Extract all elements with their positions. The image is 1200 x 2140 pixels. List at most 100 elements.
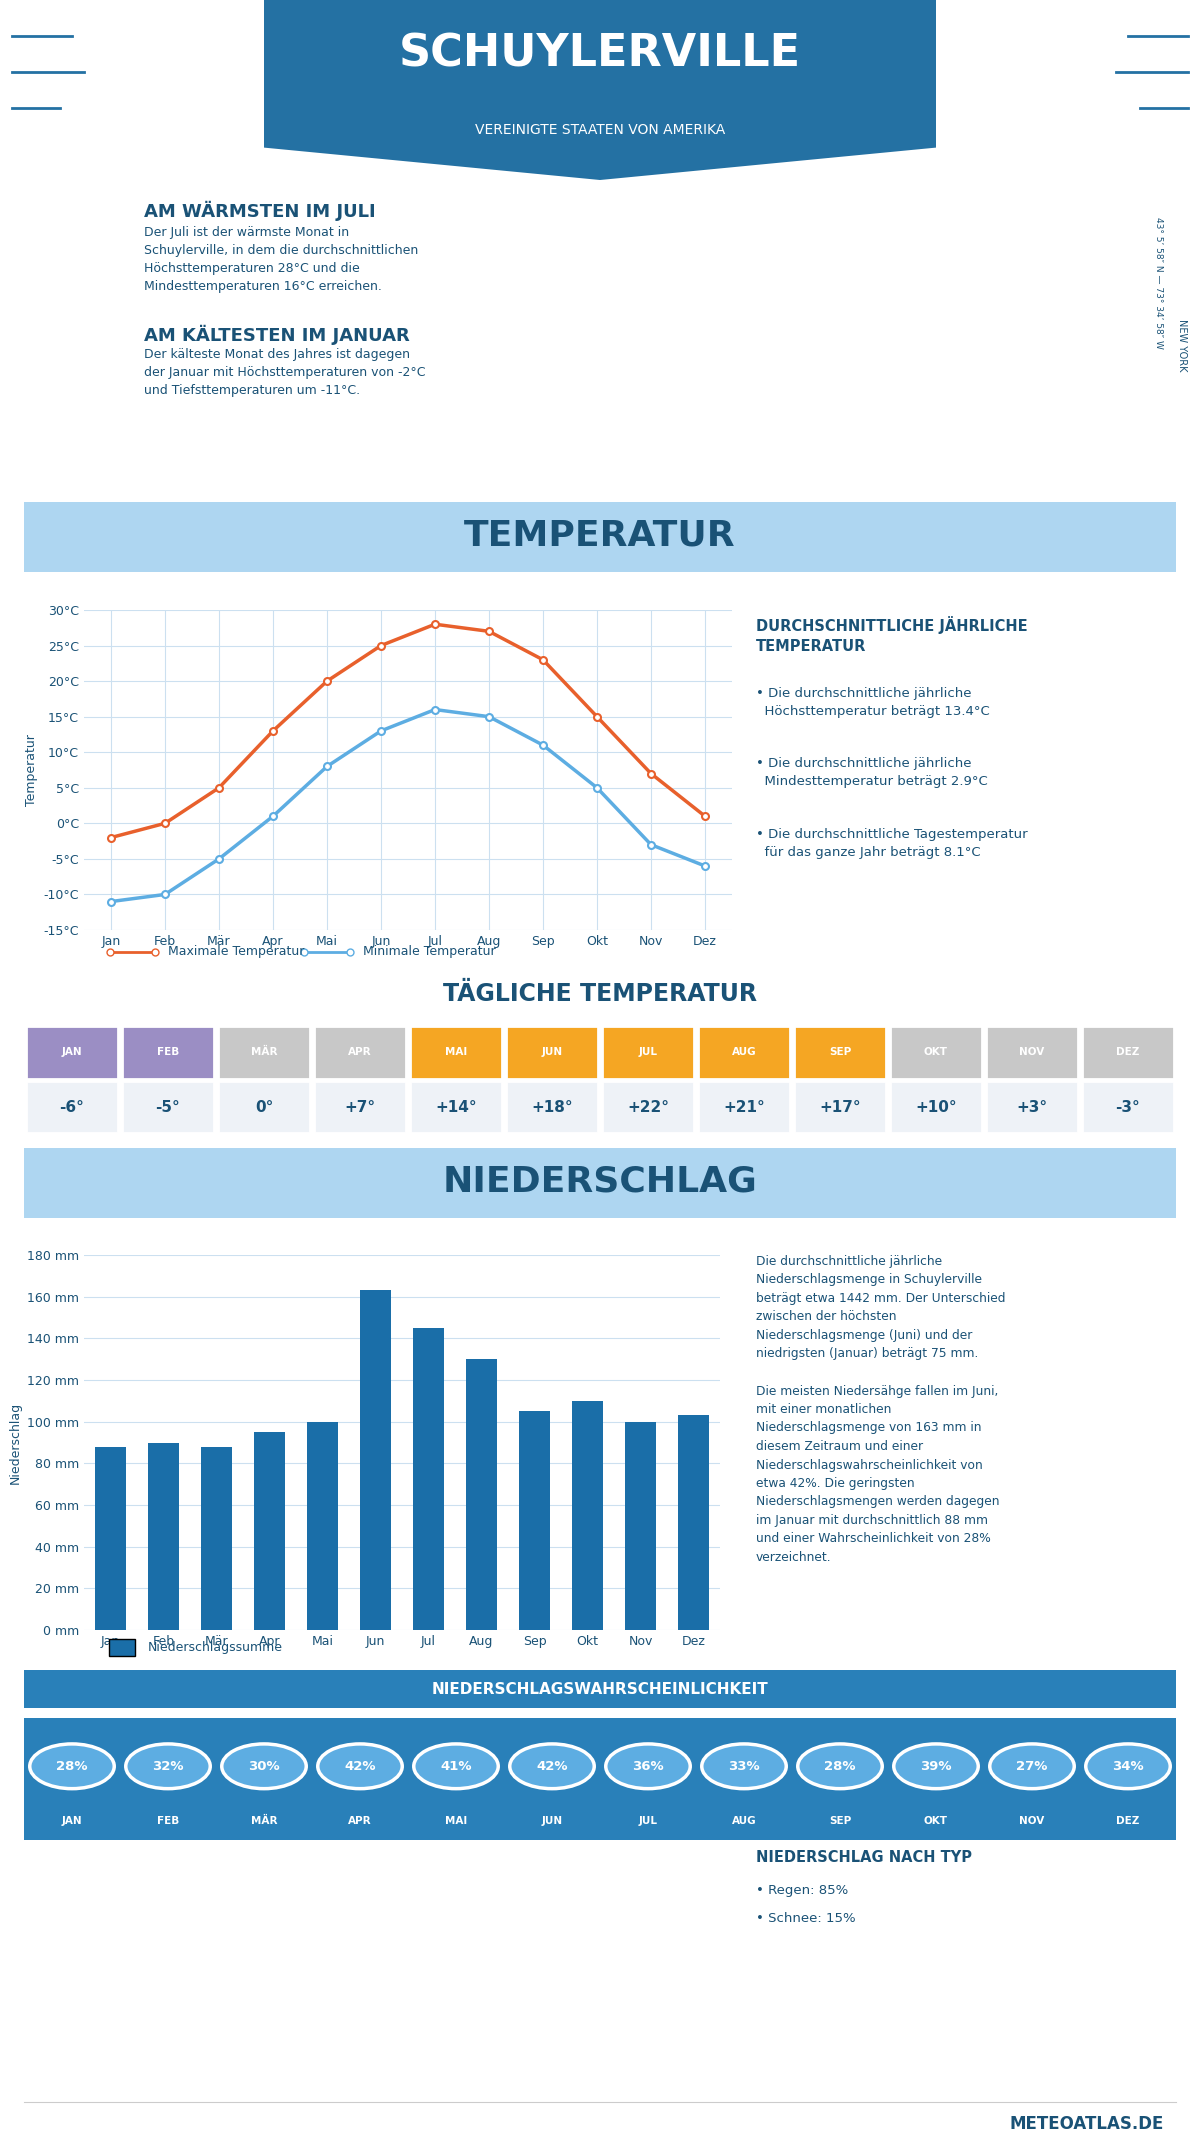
Text: SEP: SEP: [829, 1815, 851, 1825]
Text: SCHUYLERVILLE: SCHUYLERVILLE: [398, 32, 802, 75]
Bar: [466, 1359, 498, 1631]
Text: • Die durchschnittliche jährliche
  Mindesttemperatur beträgt 2.9°C: • Die durchschnittliche jährliche Mindes…: [756, 758, 988, 788]
Text: FEB: FEB: [157, 1815, 179, 1825]
Text: METEOATLAS.DE: METEOATLAS.DE: [1009, 2114, 1164, 2134]
Circle shape: [702, 1744, 786, 1789]
Text: 43° 5’ 58″ N — 73° 34’ 58″ W: 43° 5’ 58″ N — 73° 34’ 58″ W: [1153, 218, 1163, 349]
Text: +21°: +21°: [724, 1100, 764, 1115]
Text: FEB: FEB: [157, 1046, 179, 1057]
Text: Die durchschnittliche jährliche
Niederschlagsmenge in Schuylerville
beträgt etwa: Die durchschnittliche jährliche Niedersc…: [756, 1254, 1006, 1564]
Text: 32%: 32%: [152, 1759, 184, 1772]
Text: AUG: AUG: [732, 1046, 756, 1057]
Text: JUL: JUL: [638, 1815, 658, 1825]
FancyBboxPatch shape: [410, 1081, 502, 1132]
Text: 28%: 28%: [824, 1759, 856, 1772]
Text: JAN: JAN: [61, 1046, 83, 1057]
Text: • Schnee: 15%: • Schnee: 15%: [756, 1913, 856, 1926]
Bar: [518, 1410, 551, 1631]
Circle shape: [798, 1744, 882, 1789]
Bar: [625, 1421, 656, 1631]
Text: Maximale Temperatur: Maximale Temperatur: [168, 946, 305, 959]
Text: 27%: 27%: [1016, 1759, 1048, 1772]
Text: NIEDERSCHLAG NACH TYP: NIEDERSCHLAG NACH TYP: [756, 1849, 972, 1864]
FancyBboxPatch shape: [890, 1027, 982, 1079]
FancyBboxPatch shape: [698, 1027, 790, 1079]
Text: DEZ: DEZ: [1116, 1046, 1140, 1057]
Text: Der Juli ist der wärmste Monat in
Schuylerville, in dem die durchschnittlichen
H: Der Juli ist der wärmste Monat in Schuyl…: [144, 227, 419, 293]
Text: 42%: 42%: [536, 1759, 568, 1772]
Text: • Regen: 85%: • Regen: 85%: [756, 1883, 848, 1896]
Y-axis label: Niederschlag: Niederschlag: [8, 1402, 22, 1483]
FancyBboxPatch shape: [986, 1027, 1078, 1079]
Text: OKT: OKT: [924, 1815, 948, 1825]
Y-axis label: Temperatur: Temperatur: [25, 734, 38, 807]
Text: SEP: SEP: [829, 1046, 851, 1057]
FancyBboxPatch shape: [794, 1027, 886, 1079]
Circle shape: [126, 1744, 210, 1789]
Circle shape: [318, 1744, 402, 1789]
Bar: [571, 1402, 604, 1631]
Circle shape: [894, 1744, 978, 1789]
Polygon shape: [264, 0, 936, 180]
Text: MAI: MAI: [445, 1815, 467, 1825]
FancyBboxPatch shape: [218, 1081, 310, 1132]
FancyBboxPatch shape: [890, 1081, 982, 1132]
FancyBboxPatch shape: [506, 1081, 598, 1132]
Text: MÄR: MÄR: [251, 1046, 277, 1057]
Text: +7°: +7°: [344, 1100, 376, 1115]
Text: -5°: -5°: [156, 1100, 180, 1115]
FancyBboxPatch shape: [109, 1639, 134, 1656]
Text: NEW YORK: NEW YORK: [1177, 319, 1187, 372]
Text: 30%: 30%: [248, 1759, 280, 1772]
Bar: [307, 1421, 338, 1631]
Text: 33%: 33%: [728, 1759, 760, 1772]
FancyBboxPatch shape: [314, 1027, 406, 1079]
FancyBboxPatch shape: [602, 1027, 694, 1079]
Text: 39%: 39%: [920, 1759, 952, 1772]
Bar: [413, 1329, 444, 1631]
Text: VEREINIGTE STAATEN VON AMERIKA: VEREINIGTE STAATEN VON AMERIKA: [475, 122, 725, 137]
Text: 36%: 36%: [632, 1759, 664, 1772]
FancyBboxPatch shape: [314, 1081, 406, 1132]
Text: APR: APR: [348, 1815, 372, 1825]
FancyBboxPatch shape: [986, 1081, 1078, 1132]
Circle shape: [30, 1744, 114, 1789]
Circle shape: [990, 1744, 1074, 1789]
Text: DEZ: DEZ: [1116, 1815, 1140, 1825]
Text: MÄR: MÄR: [251, 1815, 277, 1825]
Text: JUL: JUL: [638, 1046, 658, 1057]
FancyBboxPatch shape: [26, 1027, 118, 1079]
Bar: [95, 1447, 126, 1631]
Text: APR: APR: [348, 1046, 372, 1057]
Text: NOV: NOV: [1019, 1046, 1045, 1057]
FancyBboxPatch shape: [0, 1145, 1200, 1220]
Text: OKT: OKT: [924, 1046, 948, 1057]
Text: +14°: +14°: [436, 1100, 476, 1115]
FancyBboxPatch shape: [506, 1027, 598, 1079]
Text: Der kälteste Monat des Jahres ist dagegen
der Januar mit Höchsttemperaturen von : Der kälteste Monat des Jahres ist dagege…: [144, 349, 426, 396]
FancyBboxPatch shape: [698, 1081, 790, 1132]
Text: TÄGLICHE TEMPERATUR: TÄGLICHE TEMPERATUR: [443, 982, 757, 1006]
Text: 42%: 42%: [344, 1759, 376, 1772]
Text: -6°: -6°: [60, 1100, 84, 1115]
Text: NIEDERSCHLAG: NIEDERSCHLAG: [443, 1164, 757, 1198]
Text: AUG: AUG: [732, 1815, 756, 1825]
Text: +18°: +18°: [532, 1100, 572, 1115]
FancyBboxPatch shape: [1082, 1027, 1174, 1079]
Circle shape: [606, 1744, 690, 1789]
Text: • Die durchschnittliche jährliche
  Höchsttemperatur beträgt 13.4°C: • Die durchschnittliche jährliche Höchst…: [756, 687, 990, 717]
Text: 34%: 34%: [1112, 1759, 1144, 1772]
FancyBboxPatch shape: [218, 1027, 310, 1079]
Text: NIEDERSCHLAGSWAHRSCHEINLICHKEIT: NIEDERSCHLAGSWAHRSCHEINLICHKEIT: [432, 1682, 768, 1697]
Text: 28%: 28%: [56, 1759, 88, 1772]
FancyBboxPatch shape: [602, 1081, 694, 1132]
Circle shape: [414, 1744, 498, 1789]
Text: DURCHSCHNITTLICHE JÄHRLICHE
TEMPERATUR: DURCHSCHNITTLICHE JÄHRLICHE TEMPERATUR: [756, 616, 1027, 655]
Text: NOV: NOV: [1019, 1815, 1045, 1825]
Text: TEMPERATUR: TEMPERATUR: [464, 518, 736, 552]
Text: +3°: +3°: [1016, 1100, 1048, 1115]
Text: Minimale Temperatur: Minimale Temperatur: [362, 946, 496, 959]
Bar: [148, 1442, 180, 1631]
Text: JAN: JAN: [61, 1815, 83, 1825]
FancyBboxPatch shape: [122, 1027, 214, 1079]
